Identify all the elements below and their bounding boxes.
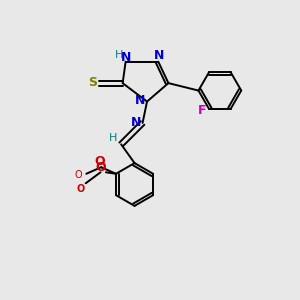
Text: N: N [121, 51, 131, 64]
Text: F: F [197, 104, 206, 117]
Text: S: S [88, 76, 97, 89]
Text: O: O [74, 170, 82, 180]
Text: H: H [115, 50, 123, 60]
Text: O: O [95, 161, 106, 174]
Text: N: N [154, 49, 164, 62]
Text: O: O [77, 184, 85, 194]
Text: H: H [109, 133, 117, 143]
Text: N: N [135, 94, 146, 106]
Text: O: O [94, 155, 105, 168]
Text: N: N [131, 116, 141, 130]
